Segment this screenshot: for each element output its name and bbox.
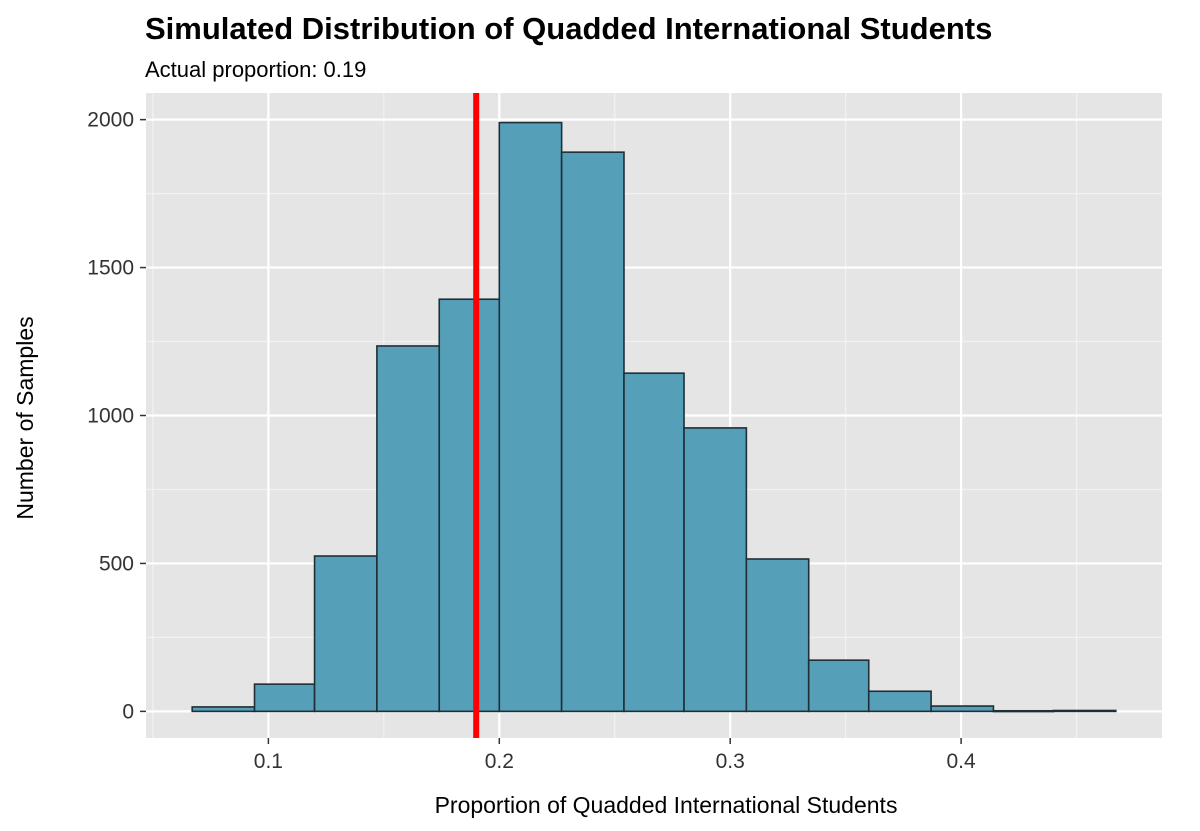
x-tick-label: 0.2 (485, 750, 514, 773)
y-axis: 0 500 1000 1500 2000 (87, 109, 146, 723)
y-axis-title: Number of Samples (12, 316, 38, 519)
histogram-bar (438, 298, 501, 713)
y-tick-label: 1000 (87, 405, 134, 428)
histogram-bar (807, 659, 870, 713)
y-tick-label: 0 (122, 700, 134, 723)
y-tick-label: 1500 (87, 257, 134, 280)
histogram-bar (313, 555, 378, 713)
histogram-bar (560, 151, 625, 713)
histogram-bar (1052, 709, 1117, 713)
x-axis-title: Proportion of Quadded International Stud… (435, 792, 898, 818)
histogram-bar (376, 345, 441, 713)
histogram-bar (867, 690, 932, 713)
x-tick-label: 0.1 (254, 750, 283, 773)
x-axis: 0.1 0.2 0.3 0.4 (254, 738, 976, 773)
histogram-bars (191, 121, 1117, 713)
histogram-bar (498, 121, 563, 713)
histogram-bar (930, 705, 995, 713)
x-tick-label: 0.3 (716, 750, 745, 773)
histogram-bar (253, 683, 316, 713)
histogram-bar (683, 427, 748, 713)
y-tick-label: 2000 (87, 109, 134, 132)
chart-title: Simulated Distribution of Quadded Intern… (145, 11, 992, 46)
y-tick-label: 500 (99, 552, 134, 575)
histogram-bar (623, 372, 685, 713)
chart-subtitle: Actual proportion: 0.19 (145, 57, 366, 82)
histogram-bar (191, 706, 256, 713)
x-tick-label: 0.4 (947, 750, 977, 773)
histogram-bar (992, 709, 1055, 713)
histogram-bar (745, 558, 810, 713)
